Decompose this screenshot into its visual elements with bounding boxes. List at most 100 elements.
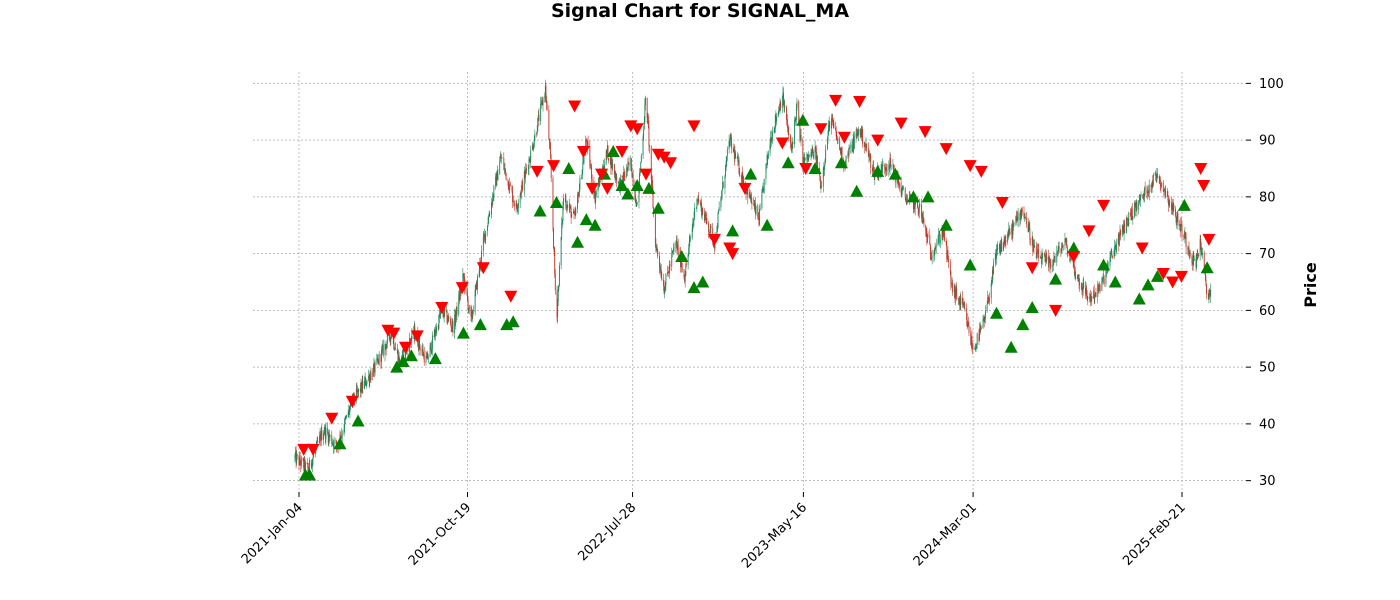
candlestick [520, 185, 522, 200]
candle-body [1209, 289, 1211, 297]
candle-body [959, 299, 961, 305]
candle-body [1155, 174, 1157, 176]
candlestick [968, 321, 970, 337]
sell-signal-marker [387, 327, 401, 340]
candlestick [1004, 235, 1006, 247]
candle-body [1125, 217, 1127, 233]
candle-body [701, 203, 703, 216]
candle-body [1019, 213, 1021, 220]
candle-body [468, 305, 470, 310]
candlestick [347, 410, 349, 418]
candlestick [929, 243, 931, 260]
candle-body [492, 195, 494, 205]
sell-signal-marker [1135, 242, 1149, 255]
candlestick [377, 354, 379, 363]
buy-signal-marker [1016, 318, 1030, 331]
candle-body [971, 336, 973, 348]
candlestick [373, 357, 375, 373]
candlestick [1050, 258, 1052, 274]
candlestick [761, 186, 763, 193]
sell-signal-marker [600, 182, 614, 195]
candlestick [1081, 282, 1083, 296]
candlestick [1196, 248, 1198, 261]
candle-body [1155, 175, 1157, 181]
candle-body [967, 322, 969, 327]
candlestick [821, 180, 822, 189]
candlestick [525, 167, 527, 175]
candle-body [1203, 252, 1205, 267]
sell-signal-marker [1194, 162, 1208, 175]
candle-body [812, 149, 814, 152]
candlestick [814, 140, 816, 161]
candlestick [1130, 209, 1132, 221]
candle-body [540, 103, 542, 122]
candle-body [649, 145, 650, 147]
candle-body [677, 244, 679, 250]
candlestick [974, 343, 976, 352]
sell-signal-marker [1166, 276, 1180, 289]
candle-body [513, 201, 515, 204]
candle-body [626, 167, 628, 177]
candlestick [984, 314, 986, 323]
candlestick [499, 151, 501, 163]
candlestick [683, 269, 685, 280]
candlestick [376, 354, 378, 365]
candle-body [1134, 201, 1136, 217]
candlestick [790, 137, 792, 152]
candlestick [558, 262, 560, 287]
candle-body [395, 348, 397, 350]
candlestick [573, 206, 575, 220]
candle-body [840, 148, 842, 156]
candle-body [295, 451, 297, 464]
candle-body [1083, 283, 1085, 288]
candle-body [341, 434, 343, 437]
candlestick [959, 294, 961, 311]
candlestick [644, 95, 646, 111]
candle-body [1005, 240, 1007, 243]
candle-body [513, 203, 515, 207]
candle-body [1154, 174, 1156, 176]
candle-body [856, 133, 858, 135]
candlestick [564, 194, 566, 203]
candlestick [355, 383, 357, 404]
candle-body [639, 172, 641, 190]
buy-signal-marker [871, 164, 885, 177]
candlestick [1140, 194, 1141, 207]
candle-body [926, 233, 928, 243]
candlestick [659, 251, 660, 273]
buy-signal-marker [781, 156, 795, 169]
candle-body [520, 194, 522, 196]
candle-body [364, 377, 366, 381]
candle-body [550, 148, 552, 159]
candle-body [303, 460, 305, 468]
candlestick [870, 153, 872, 175]
candlestick [553, 227, 554, 249]
sell-signal-marker [664, 157, 678, 170]
candle-body [946, 250, 948, 259]
candle-body [693, 217, 695, 221]
candlestick [819, 175, 821, 189]
candle-body [970, 336, 972, 345]
buy-signal-marker [1150, 269, 1164, 282]
candle-body [835, 127, 837, 130]
candlestick [1044, 251, 1045, 257]
candlestick [1199, 234, 1201, 261]
candle-body [1160, 185, 1162, 187]
candlestick [585, 138, 587, 143]
candle-body [839, 138, 841, 150]
candlestick [458, 288, 460, 305]
candle-body [685, 264, 687, 276]
sell-signal-marker [871, 134, 885, 147]
candle-body [451, 321, 453, 328]
sell-signal-marker [325, 412, 339, 425]
candle-body [313, 454, 315, 458]
candle-body [525, 169, 526, 178]
candlestick [761, 189, 763, 211]
candle-body [1140, 194, 1142, 196]
candlestick [889, 151, 891, 175]
sell-signal-marker [1025, 262, 1039, 275]
candle-body [951, 283, 953, 285]
candlestick [884, 163, 886, 175]
candle-body [478, 270, 480, 277]
candlestick [327, 422, 329, 436]
